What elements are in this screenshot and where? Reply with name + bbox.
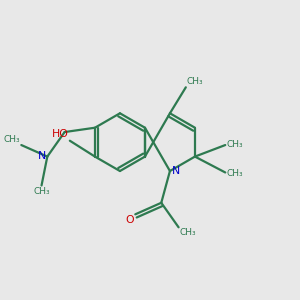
Text: CH₃: CH₃ bbox=[226, 169, 243, 178]
Text: CH₃: CH₃ bbox=[33, 187, 50, 196]
Text: O: O bbox=[125, 215, 134, 225]
Text: N: N bbox=[172, 166, 180, 176]
Text: CH₃: CH₃ bbox=[179, 228, 196, 237]
Text: N: N bbox=[38, 151, 46, 161]
Text: CH₃: CH₃ bbox=[226, 140, 243, 149]
Text: CH₃: CH₃ bbox=[186, 77, 203, 86]
Text: HO: HO bbox=[51, 129, 68, 139]
Text: CH₃: CH₃ bbox=[4, 135, 20, 144]
